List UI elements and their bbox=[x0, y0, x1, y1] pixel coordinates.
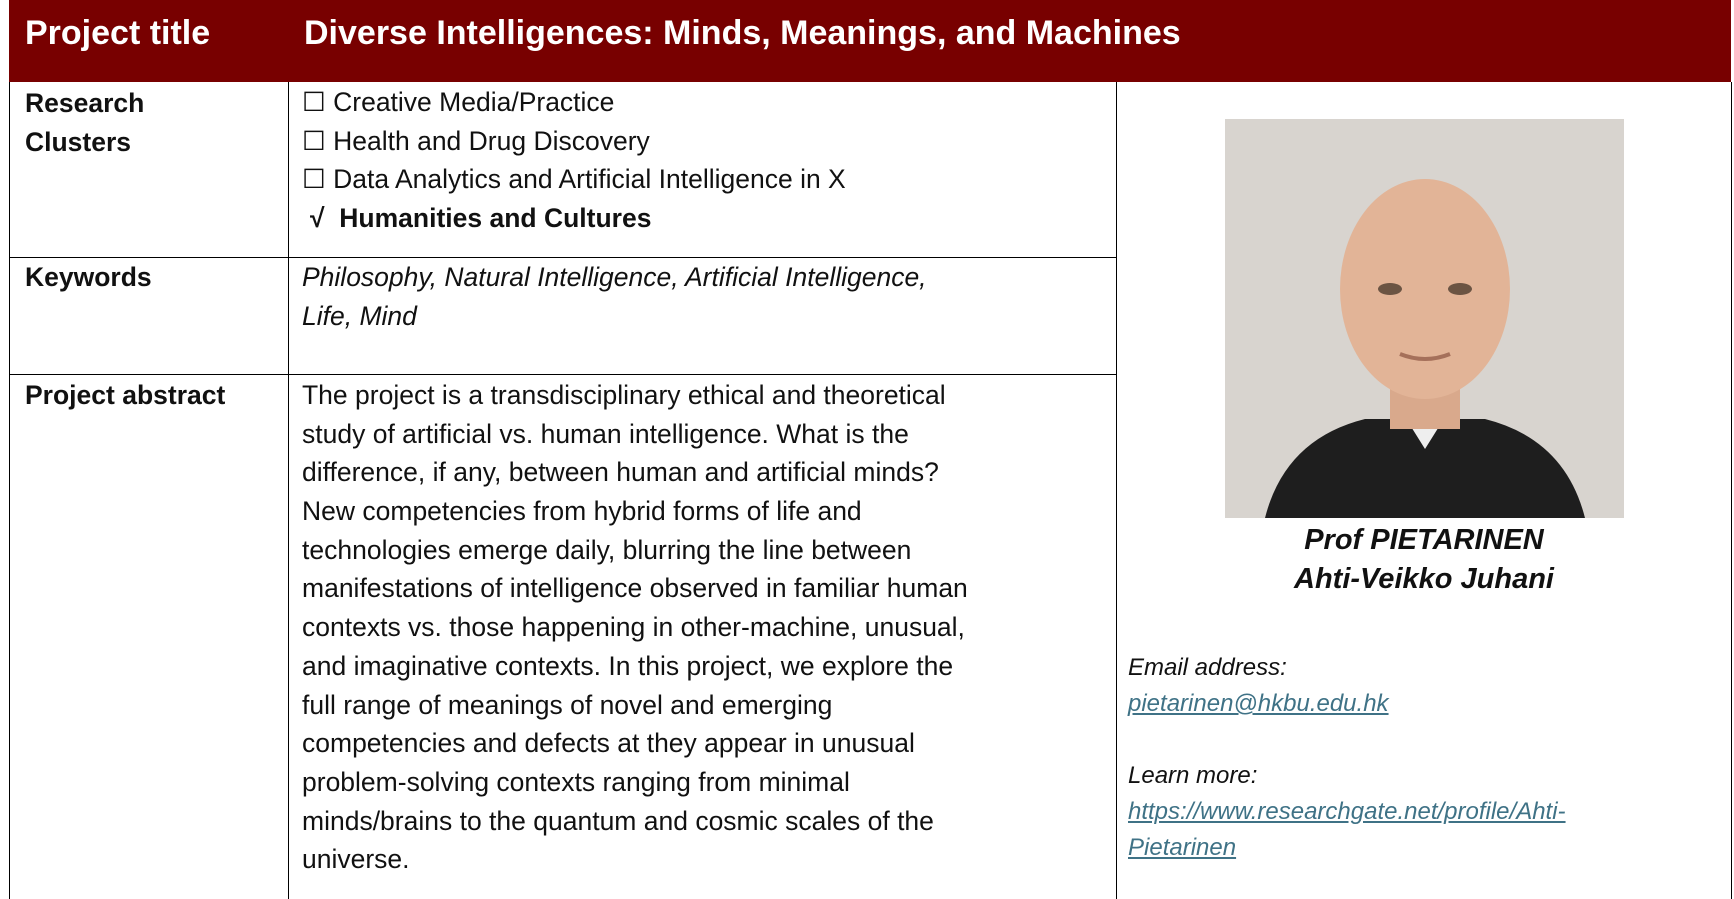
cluster-list: ☐ Creative Media/Practice ☐ Health and D… bbox=[302, 83, 846, 238]
email-label: Email address: bbox=[1128, 654, 1287, 681]
row-label: Project abstract bbox=[25, 380, 226, 410]
project-title: Diverse Intelligences: Minds, Meanings, … bbox=[304, 14, 1181, 52]
abstract-line: contexts vs. those happening in other-ma… bbox=[302, 612, 965, 643]
border bbox=[1731, 82, 1732, 899]
cluster-option: ☐ Health and Drug Discovery bbox=[302, 125, 650, 156]
url-link[interactable]: https://www.researchgate.net/profile/Aht… bbox=[1128, 798, 1566, 825]
border bbox=[1116, 82, 1117, 899]
abstract-line: minds/brains to the quantum and cosmic s… bbox=[302, 805, 934, 836]
header-bar: Project title Diverse Intelligences: Min… bbox=[9, 0, 1731, 82]
url-link[interactable]: Pietarinen bbox=[1128, 834, 1237, 861]
abstract-line: universe. bbox=[302, 844, 410, 875]
abstract-line: New competencies from hybrid forms of li… bbox=[302, 496, 862, 527]
border bbox=[9, 82, 10, 899]
cluster-option: ☐ Creative Media/Practice bbox=[302, 87, 615, 117]
row-label: Keywords bbox=[25, 262, 152, 292]
border bbox=[9, 257, 1117, 258]
name-line: Prof PIETARINEN bbox=[1304, 524, 1544, 556]
header-label: Project title bbox=[25, 14, 211, 52]
abstract-line: technologies emerge daily, blurring the … bbox=[302, 534, 912, 565]
cluster-option: ☐ Data Analytics and Artificial Intellig… bbox=[302, 164, 846, 195]
abstract-line: manifestations of intelligence observed … bbox=[302, 573, 968, 604]
abstract-line: and imaginative contexts. In this projec… bbox=[302, 650, 954, 681]
abstract-line: full range of meanings of novel and emer… bbox=[302, 689, 833, 720]
check-mark: √ bbox=[310, 203, 325, 234]
abstract-line: competencies and defects at they appear … bbox=[302, 728, 915, 759]
keywords-line: Philosophy, Natural Intelligence, Artifi… bbox=[302, 262, 927, 292]
row-label: Research Clusters bbox=[25, 88, 145, 157]
keywords: Philosophy, Natural Intelligence, Artifi… bbox=[302, 258, 927, 335]
cluster-selected: Humanities and Cultures bbox=[339, 203, 652, 234]
contact: Email address: pietarinen@hkbu.edu.hk Le… bbox=[1128, 650, 1566, 866]
more-label: Learn more: bbox=[1128, 762, 1258, 789]
abstract-line: study of artificial vs. human intelligen… bbox=[302, 418, 909, 449]
name-line: Ahti-Veikko Juhani bbox=[1294, 562, 1554, 595]
border bbox=[9, 374, 1117, 375]
abstract: The project is a transdisciplinary ethic… bbox=[302, 376, 968, 879]
email-link[interactable]: pietarinen@hkbu.edu.hk bbox=[1128, 690, 1389, 717]
profile-name: Prof PIETARINEN Ahti-Veikko Juhani bbox=[1117, 521, 1731, 598]
abstract-line: difference, if any, between human and ar… bbox=[302, 457, 939, 488]
abstract-line: problem-solving contexts ranging from mi… bbox=[302, 766, 850, 797]
border bbox=[288, 82, 289, 899]
keywords-line: Life, Mind bbox=[302, 300, 417, 331]
abstract-line: The project is a transdisciplinary ethic… bbox=[302, 380, 946, 410]
portrait bbox=[1225, 119, 1624, 518]
